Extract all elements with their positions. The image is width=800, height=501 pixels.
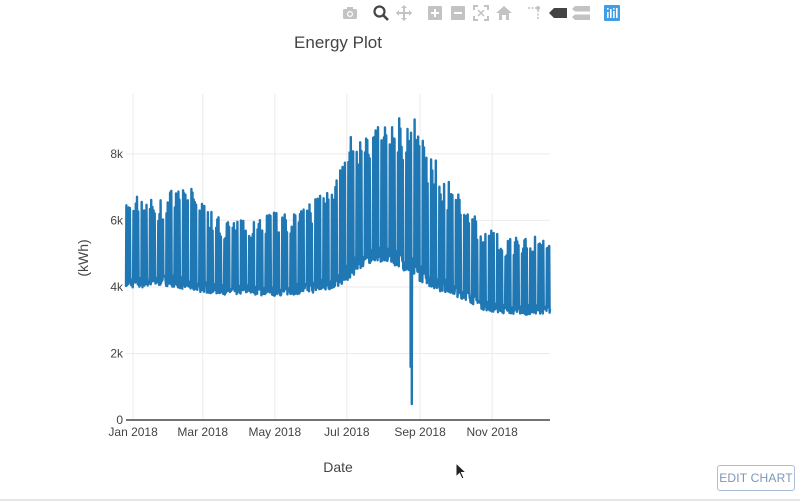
y-tick-label: 4k (110, 280, 124, 294)
x-tick-label: Sep 2018 (394, 425, 446, 439)
chart-title: Energy Plot (294, 33, 382, 52)
x-tick-label: Nov 2018 (466, 425, 518, 439)
edit-chart-button[interactable]: EDIT CHART (717, 465, 795, 491)
autoscale-icon[interactable] (471, 4, 491, 22)
y-tick-label: 0 (116, 413, 123, 427)
reset-axes-icon[interactable] (494, 4, 514, 22)
zoom-out-icon[interactable] (448, 4, 468, 22)
x-axis-title: Date (323, 459, 353, 475)
y-tick-label: 2k (110, 346, 124, 360)
modebar (340, 4, 625, 22)
pan-icon[interactable] (394, 4, 414, 22)
hover-closest-icon[interactable] (548, 4, 568, 22)
x-tick-label: Jan 2018 (108, 425, 158, 439)
zoom-in-icon[interactable] (425, 4, 445, 22)
camera-icon[interactable] (340, 4, 360, 22)
axes: Jan 2018 Mar 2018 May 2018 Jul 2018 Sep 2018… (108, 147, 550, 439)
x-tick-label: Mar 2018 (177, 425, 228, 439)
y-axis-title: (kWh) (75, 239, 91, 276)
series-line-layer (124, 117, 552, 406)
mouse-pointer-icon (455, 462, 468, 480)
x-tick-label: Jul 2018 (324, 425, 370, 439)
zoom-icon[interactable] (371, 4, 391, 22)
bottom-divider (0, 499, 800, 501)
y-tick-label: 8k (110, 147, 124, 161)
x-tick-label: May 2018 (248, 425, 301, 439)
spike-lines-icon[interactable] (525, 4, 545, 22)
hover-compare-icon[interactable] (571, 4, 591, 22)
plotly-logo-icon[interactable] (602, 4, 622, 22)
energy-series-line[interactable] (124, 117, 552, 406)
y-tick-label: 6k (110, 213, 124, 227)
